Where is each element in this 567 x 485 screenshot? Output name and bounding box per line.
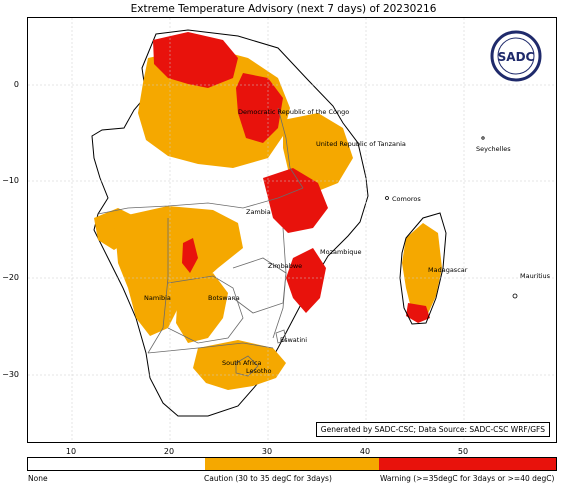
- label-mozambique: Mozambique: [320, 248, 362, 256]
- border-drc-south: [97, 187, 304, 215]
- credit-box: Generated by SADC-CSC; Data Source: SADC…: [315, 422, 550, 437]
- caution-south: [193, 340, 286, 390]
- label-zambia: Zambia: [246, 208, 271, 216]
- caution-madagascar: [402, 223, 442, 318]
- map-title: Extreme Temperature Advisory (next 7 day…: [130, 3, 437, 15]
- y-tick-0: 0: [13, 80, 19, 89]
- legend-warning-label: Warning (>=35degC for 3days or >=40 degC…: [380, 474, 555, 483]
- label-eswatini: Eswatini: [280, 336, 307, 344]
- warning-mozambique: [286, 248, 326, 313]
- legend-warning-swatch: [379, 458, 556, 470]
- comoros-island: [385, 196, 389, 200]
- label-namibia: Namibia: [144, 294, 171, 302]
- warning-congo-east: [236, 73, 283, 143]
- gridlines: [28, 18, 556, 442]
- seychelles-island: [481, 136, 485, 140]
- label-botswana: Botswana: [208, 294, 240, 302]
- legend-none-label: None: [28, 474, 48, 483]
- country-borders: [97, 107, 304, 377]
- label-comoros: Comoros: [392, 195, 421, 203]
- label-south-africa: South Africa: [222, 359, 262, 367]
- legend-caution-swatch: [204, 458, 380, 470]
- warning-madagascar-south: [406, 303, 430, 323]
- madagascar-outline: [399, 212, 447, 325]
- mauritius-island: [512, 293, 518, 299]
- warning-regions: [153, 32, 430, 323]
- sadc-logo-text: SADC: [498, 50, 535, 64]
- x-tick-50: 50: [457, 447, 469, 456]
- label-drc: Democratic Republic of the Congo: [238, 108, 349, 116]
- label-seychelles: Seychelles: [476, 145, 511, 153]
- sadc-logo: SADC: [490, 30, 542, 82]
- y-tick-20: −20: [2, 273, 19, 282]
- legend-colorbar: [27, 457, 557, 471]
- x-tick-30: 30: [261, 447, 273, 456]
- warning-namibia-strip: [182, 238, 198, 273]
- border-south-africa: [147, 342, 274, 354]
- border-lesotho: [235, 355, 259, 377]
- map-plot-area: Democratic Republic of the Congo United …: [27, 17, 557, 443]
- y-tick-10: −10: [2, 176, 19, 185]
- warning-north: [153, 32, 238, 88]
- label-lesotho: Lesotho: [246, 367, 272, 375]
- border-mozambique-west: [272, 227, 287, 339]
- legend-caution-label: Caution (30 to 35 degC for 3days): [204, 474, 332, 483]
- x-tick-20: 20: [163, 447, 175, 456]
- label-tanzania: United Republic of Tanzania: [316, 140, 406, 148]
- map-svg: Democratic Republic of the Congo United …: [28, 18, 556, 442]
- legend-none-swatch: [28, 458, 205, 470]
- caution-botswana: [176, 273, 228, 343]
- border-tanzania-west: [277, 107, 304, 189]
- x-tick-40: 40: [359, 447, 371, 456]
- label-zimbabwe: Zimbabwe: [268, 262, 302, 270]
- x-tick-10: 10: [65, 447, 77, 456]
- warning-zambia: [263, 168, 328, 233]
- y-tick-30: −30: [2, 370, 19, 379]
- border-namibia-east: [147, 218, 169, 354]
- border-botswana: [167, 275, 244, 344]
- border-eswatini: [275, 329, 287, 344]
- label-mauritius: Mauritius: [520, 272, 551, 280]
- label-madagascar: Madagascar: [428, 266, 468, 274]
- caution-central: [114, 206, 243, 336]
